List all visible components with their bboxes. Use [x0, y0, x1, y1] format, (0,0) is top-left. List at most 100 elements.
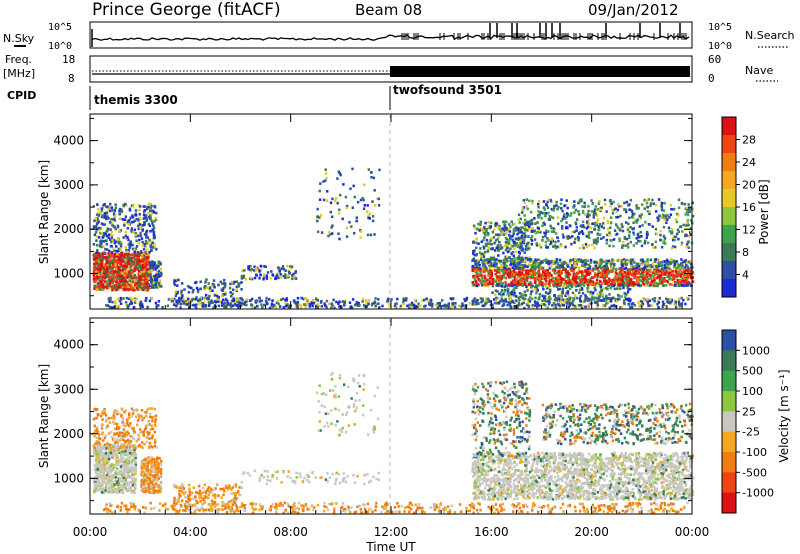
power-cell [537, 262, 540, 266]
power-cell [538, 274, 541, 278]
power-cell [483, 225, 486, 229]
power-cell [549, 265, 553, 269]
power-cell [502, 303, 506, 307]
power-cell [685, 282, 688, 285]
power-cell [646, 258, 649, 261]
power-cell [584, 234, 588, 238]
power-cell [505, 238, 509, 241]
power-cell [541, 266, 545, 270]
power-cell [593, 208, 597, 211]
power-cell [113, 249, 116, 252]
power-cell [605, 210, 608, 213]
power-cell [130, 302, 134, 305]
power-cell [353, 303, 357, 307]
power-cell [519, 226, 523, 229]
power-cell [142, 272, 145, 276]
nsky-left-label: N.Sky [3, 32, 35, 45]
power-cell [107, 233, 111, 236]
power-cell [377, 302, 380, 305]
cpid-mode-1: themis 3300 [94, 93, 178, 107]
power-cell [548, 273, 551, 277]
power-cell [377, 197, 380, 201]
power-cell [581, 272, 584, 275]
power-cell [343, 300, 346, 304]
power-cell [192, 288, 195, 292]
power-cell [515, 283, 518, 287]
power-cell [121, 254, 125, 257]
power-cell [139, 205, 142, 208]
power-cell [235, 280, 238, 283]
power-cell [590, 199, 593, 202]
power-cell [640, 213, 643, 216]
power-cell [126, 280, 129, 284]
power-cell [592, 222, 595, 225]
power-cell [510, 252, 513, 255]
power-cell [487, 258, 490, 261]
power-cell [597, 282, 601, 286]
power-cell [528, 225, 531, 228]
power-cell [497, 259, 500, 263]
power-cell [627, 204, 630, 207]
power-cell [524, 228, 527, 232]
power-cell [95, 213, 99, 217]
power-cell [462, 304, 465, 308]
power-cell [677, 263, 680, 266]
power-cell [587, 278, 590, 282]
power-cell [631, 212, 634, 216]
power-cell [608, 262, 611, 265]
power-cell [104, 264, 107, 267]
power-cell [326, 199, 329, 202]
power-cell [244, 278, 248, 281]
power-cell [507, 229, 510, 232]
power-cell [117, 284, 120, 287]
power-cell [511, 223, 515, 226]
power-cell [492, 228, 496, 232]
power-cell [245, 299, 248, 303]
power-cell [632, 244, 635, 247]
power-cell [506, 303, 509, 307]
power-cell [651, 265, 654, 268]
power-cell [541, 224, 544, 228]
power-cell [519, 275, 522, 279]
power-cell [128, 270, 131, 273]
power-cell [152, 263, 156, 267]
power-cell [221, 298, 225, 302]
power-cell [510, 244, 513, 247]
power-cell [549, 198, 552, 202]
power-cell [94, 257, 97, 260]
power-cell [621, 264, 624, 268]
power-cell [670, 270, 673, 273]
power-cell [221, 304, 224, 307]
power-cell [106, 274, 109, 277]
power-cell [150, 264, 153, 267]
power-cell [496, 246, 499, 250]
power-cell [566, 265, 570, 268]
power-cell [299, 304, 303, 307]
power-cell [674, 245, 677, 249]
power-cell [368, 217, 371, 220]
power-cell [241, 298, 244, 302]
power-cell [116, 237, 120, 241]
power-cell [108, 305, 112, 309]
power-cell [559, 202, 563, 206]
power-cell [94, 270, 98, 274]
power-cell [661, 305, 664, 308]
power-cell [116, 225, 120, 229]
power-cell [127, 288, 130, 292]
power-cell [609, 239, 612, 242]
power-cell [112, 247, 115, 250]
power-cell [638, 225, 641, 228]
power-cell [102, 245, 105, 248]
power-cell [155, 278, 158, 282]
power-cell [592, 213, 595, 217]
power-cell [655, 232, 658, 236]
power-cell [527, 244, 530, 248]
power-cell [134, 232, 137, 235]
power-cell [635, 221, 638, 224]
power-cell [669, 213, 672, 216]
power-cell [101, 275, 104, 279]
power-cell [438, 304, 441, 308]
power-cell [507, 301, 511, 304]
power-cell [671, 270, 674, 273]
power-cell [599, 275, 603, 279]
